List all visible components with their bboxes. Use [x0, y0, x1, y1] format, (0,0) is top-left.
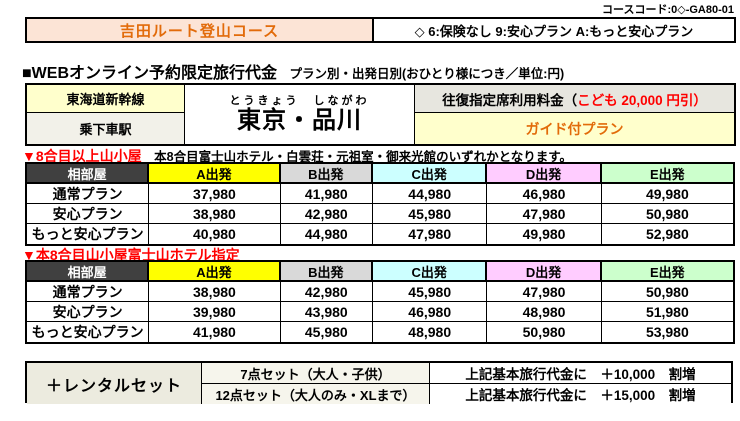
row-label-anshin-plan: 安心プラン [27, 204, 150, 224]
price-cell: 43,980 [280, 302, 374, 322]
price-cell: 41,980 [280, 184, 374, 204]
price-cell: 42,980 [280, 204, 374, 224]
price-table-1: 相部屋 A出発 B出発 C出発 D出発 E出発 通常プラン 37,980 41,… [25, 162, 735, 246]
station-info-table: 東海道新幹線 乗下車駅 とうきょう しながわ 東京・品川 往復指定席利用料金（こ… [25, 83, 736, 146]
station-row-label-cell: 乗下車駅 [27, 113, 185, 144]
price-cell: 44,980 [281, 224, 374, 244]
column-header-departure-c: C出発 [373, 262, 488, 282]
column-header-departure-e: E出発 [601, 164, 733, 184]
column-header-departure-d: D出発 [487, 262, 602, 282]
price-cell: 49,980 [487, 224, 602, 244]
column-header-room-share: 相部屋 [27, 262, 150, 282]
column-header-departure-d: D出発 [487, 164, 602, 184]
row-label-motto-anshin-plan: もっと安心プラン [27, 224, 150, 244]
plan-legend: ◇ 6:保険なし 9:安心プラン A:もっと安心プラン [373, 19, 734, 41]
column-header-departure-c: C出発 [373, 164, 488, 184]
price-cell: 41,980 [149, 322, 281, 342]
price-cell: 46,980 [373, 302, 488, 322]
course-code: コースコード:0◇-GA80-01 [602, 4, 734, 16]
price-cell: 47,980 [487, 282, 602, 302]
price-table-2-heading: ▼本8合目山小屋富士山ホテル指定 [22, 245, 240, 265]
price-cell: 40,980 [149, 224, 281, 244]
title-bar: 吉田ルート登山コース ◇ 6:保険なし 9:安心プラン A:もっと安心プラン [25, 17, 736, 43]
seat-fee-label: 往復指定席利用料金（ [442, 92, 578, 108]
rental-7set-name: 7点セット（大人・子供） [202, 363, 430, 384]
column-header-departure-a: A出発 [149, 262, 281, 282]
price-table-1-heading-note: 本8合目富士山ホテル・白雲荘・元祖室・御来光館のいずれかとなります。 [141, 150, 572, 164]
station-furigana: とうきょう しながわ [229, 95, 370, 108]
station-names: 東京・品川 [237, 106, 362, 134]
price-cell: 50,980 [487, 322, 602, 342]
price-cell: 42,980 [280, 282, 374, 302]
rental-7set-surcharge: 上記基本旅行代金に ＋10,000 割増 [430, 363, 731, 384]
station-names-cell: とうきょう しながわ 東京・品川 [185, 85, 415, 144]
rental-set-label: ＋レンタルセット [27, 363, 202, 404]
price-cell: 46,980 [487, 184, 602, 204]
section-heading: ■WEBオンライン予約限定旅行代金 プラン別・出発日別(おひとり様につき／単位:… [22, 59, 734, 83]
price-cell: 45,980 [373, 204, 488, 224]
price-cell: 47,980 [487, 204, 602, 224]
row-label-normal-plan: 通常プラン [27, 282, 150, 302]
seat-fee-cell: 往復指定席利用料金（ こども 20,000 円引） [415, 85, 734, 113]
section-heading-sub: プラン別・出発日別(おひとり様につき／単位:円) [277, 67, 565, 81]
rental-set-table: ＋レンタルセット 7点セット（大人・子供） 上記基本旅行代金に ＋10,000 … [25, 361, 733, 404]
column-header-departure-a: A出発 [149, 164, 281, 184]
price-cell: 50,980 [601, 204, 733, 224]
price-table-1-heading: ▼8合目以上山小屋 本8合目富士山ホテル・白雲荘・元祖室・御来光館のいずれかとな… [22, 146, 572, 166]
price-cell: 50,980 [601, 282, 733, 302]
price-cell: 52,980 [645, 226, 689, 242]
row-label-anshin-plan: 安心プラン [27, 302, 150, 322]
guide-plan-cell: ガイド付プラン [415, 113, 734, 144]
price-cell: 39,980 [149, 302, 281, 322]
column-header-departure-b: B出発 [280, 164, 374, 184]
price-cell: 38,980 [149, 282, 281, 302]
line-name-cell: 東海道新幹線 [27, 85, 185, 113]
price-cell: 44,980 [373, 184, 488, 204]
price-cell: 45,980 [373, 282, 488, 302]
price-cell: 48,980 [487, 302, 602, 322]
column-header-room-share: 相部屋 [27, 164, 150, 184]
price-table-2: 相部屋 A出発 B出発 C出発 D出発 E出発 通常プラン 38,980 42,… [25, 260, 735, 344]
rental-12set-surcharge: 上記基本旅行代金に ＋15,000 割増 [430, 384, 731, 404]
seat-fee-child-discount: こども 20,000 円引） [577, 92, 707, 108]
column-header-departure-e: E出発 [601, 262, 733, 282]
price-cell: 47,980 [373, 224, 488, 244]
price-cell: 45,980 [281, 322, 374, 342]
row-label-motto-anshin-plan: もっと安心プラン [27, 322, 150, 342]
price-table-1-heading-red: ▼8合目以上山小屋 [22, 148, 142, 164]
price-cell: 38,980 [149, 204, 281, 224]
section-heading-main: ■WEBオンライン予約限定旅行代金 [22, 65, 277, 82]
price-cell: 49,980 [601, 184, 733, 204]
price-cell: 48,980 [373, 322, 488, 342]
price-cell: 37,980 [149, 184, 281, 204]
column-header-departure-b: B出発 [280, 262, 374, 282]
price-cell: 53,980 [645, 324, 689, 340]
rental-12set-name: 12点セット（大人のみ・XLまで） [202, 384, 430, 404]
row-label-normal-plan: 通常プラン [27, 184, 150, 204]
course-name: 吉田ルート登山コース [27, 19, 374, 41]
price-table-2-heading-red: ▼本8合目山小屋富士山ホテル指定 [22, 247, 240, 263]
price-cell: 51,980 [601, 302, 733, 322]
